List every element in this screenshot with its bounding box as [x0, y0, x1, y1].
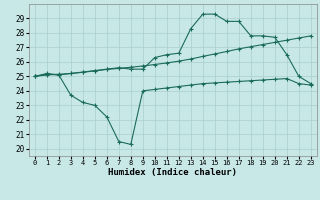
X-axis label: Humidex (Indice chaleur): Humidex (Indice chaleur): [108, 168, 237, 177]
